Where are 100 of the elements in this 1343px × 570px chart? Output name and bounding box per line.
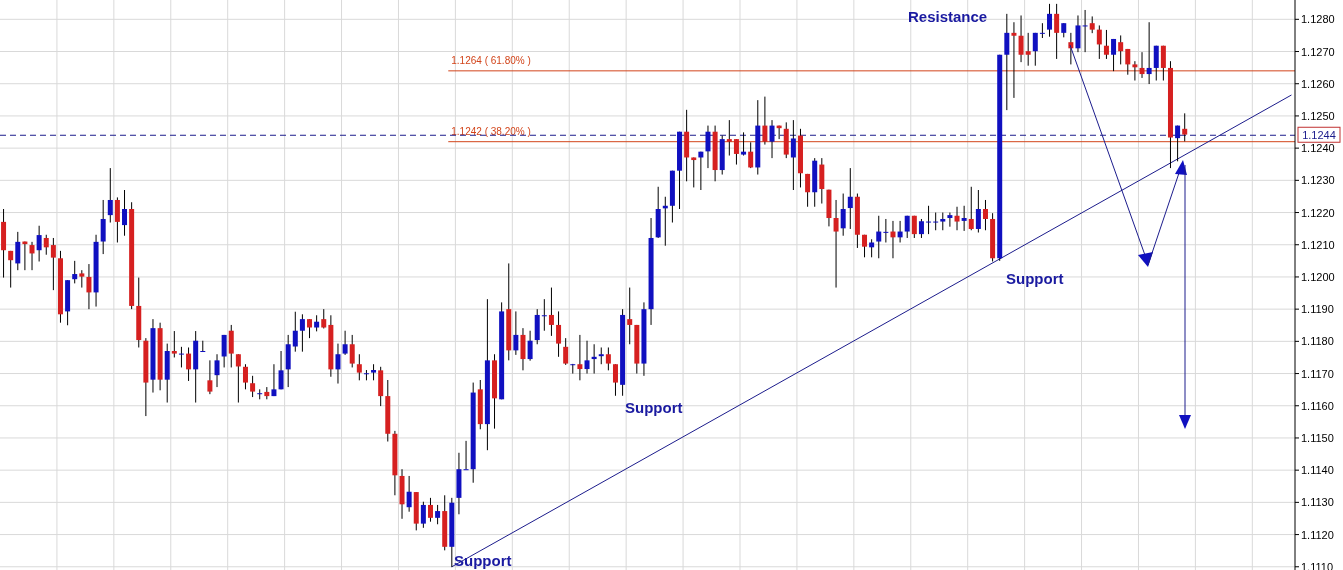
- candlestick: [556, 310, 562, 358]
- candlestick: [876, 215, 882, 259]
- candlestick: [1118, 34, 1124, 65]
- candlestick: [29, 241, 35, 271]
- candlestick: [968, 186, 974, 231]
- candlestick: [114, 196, 120, 243]
- y-tick-label: 1.1250: [1301, 109, 1335, 122]
- ref-line-label: 1.1242 ( 38.20% ): [451, 125, 531, 137]
- candlestick: [1096, 24, 1102, 60]
- y-tick-label: 1.1160: [1301, 399, 1334, 412]
- candlestick: [235, 353, 241, 404]
- candlestick: [869, 238, 875, 258]
- candlestick: [250, 375, 256, 398]
- candlestick: [15, 231, 21, 271]
- candlestick: [463, 440, 469, 471]
- candlestick: [299, 313, 305, 353]
- candlestick: [43, 234, 49, 256]
- candlestick: [527, 330, 533, 362]
- candlestick: [570, 363, 576, 375]
- y-tick-label: 1.1210: [1301, 238, 1335, 251]
- candlestick: [584, 340, 590, 375]
- candlestick: [627, 287, 633, 345]
- candlestick: [1111, 38, 1117, 72]
- candlestick: [883, 218, 889, 243]
- candlestick: [1004, 13, 1010, 111]
- candlestick: [221, 334, 227, 368]
- candlestick: [107, 167, 113, 224]
- y-tick-label: 1.1260: [1301, 77, 1335, 90]
- candlestick: [1018, 14, 1024, 63]
- candlestick: [691, 156, 697, 188]
- candlestick: [228, 324, 234, 368]
- candlestick: [733, 138, 739, 166]
- candlestick: [918, 218, 924, 239]
- candlestick: [748, 141, 754, 169]
- candlestick: [72, 260, 78, 284]
- annotation: Support: [625, 399, 683, 416]
- candlestick: [1182, 112, 1188, 142]
- candlestick: [214, 353, 220, 388]
- y-tick-label: 1.1230: [1301, 174, 1335, 187]
- candlestick: [926, 205, 932, 235]
- candlestick: [741, 131, 747, 157]
- candlestick: [961, 205, 967, 232]
- candlestick: [762, 96, 768, 146]
- candlestick: [271, 363, 277, 397]
- candlestick: [1047, 3, 1053, 38]
- annotation: Support: [1006, 270, 1064, 287]
- candlestick: [1075, 14, 1081, 53]
- candlestick: [356, 353, 362, 381]
- candlestick: [769, 119, 775, 159]
- candlestick: [1039, 22, 1045, 39]
- candlestick: [122, 189, 128, 237]
- candlestick: [548, 287, 554, 337]
- candlestick: [1103, 29, 1109, 60]
- candlestick: [178, 346, 184, 368]
- candlestick: [847, 167, 853, 230]
- candlestick: [1160, 45, 1166, 82]
- candlestick: [427, 497, 433, 523]
- candlestick: [435, 504, 441, 525]
- candlestick: [1125, 48, 1131, 76]
- candlestick: [100, 199, 106, 255]
- candlestick: [420, 501, 426, 529]
- candlestick: [1025, 32, 1031, 67]
- candlestick: [541, 298, 547, 332]
- candlestick: [954, 206, 960, 231]
- candlestick: [513, 310, 519, 356]
- candlestick: [947, 212, 953, 228]
- candlestick: [1082, 9, 1088, 53]
- y-tick-label: 1.1150: [1301, 431, 1334, 444]
- candlestick: [186, 346, 192, 382]
- candlestick: [278, 350, 284, 390]
- candlestick: [577, 334, 583, 381]
- candlestick: [705, 125, 711, 169]
- candlestick: [342, 330, 348, 356]
- candlestick: [171, 330, 177, 358]
- y-tick-label: 1.1170: [1301, 367, 1334, 380]
- y-tick-label: 1.1220: [1301, 206, 1335, 219]
- y-tick-label: 1.1110: [1301, 560, 1334, 570]
- y-tick-label: 1.1120: [1301, 528, 1334, 541]
- candlestick: [612, 363, 618, 397]
- candlestick: [1139, 51, 1145, 79]
- y-tick-label: 1.1140: [1301, 464, 1334, 477]
- candlestick: [86, 263, 92, 310]
- candlestick: [1175, 125, 1181, 162]
- candlestick: [8, 250, 14, 289]
- candlestick: [242, 363, 248, 390]
- candlestick: [335, 343, 341, 385]
- candlestick: [349, 334, 355, 368]
- candlestick: [1146, 21, 1152, 85]
- candlestick: [833, 199, 839, 289]
- ref-line-label: 1.1244: [1302, 129, 1336, 142]
- candlestick: [591, 343, 597, 375]
- candlestick: [563, 337, 569, 366]
- candlestick: [982, 199, 988, 231]
- candlestick: [50, 237, 56, 291]
- candlestick: [1011, 21, 1017, 99]
- y-tick-label: 1.1240: [1301, 142, 1335, 155]
- candlestick: [975, 189, 981, 234]
- candlestick: [1032, 32, 1038, 67]
- y-tick-label: 1.1280: [1301, 13, 1335, 26]
- candlestick: [1132, 60, 1138, 82]
